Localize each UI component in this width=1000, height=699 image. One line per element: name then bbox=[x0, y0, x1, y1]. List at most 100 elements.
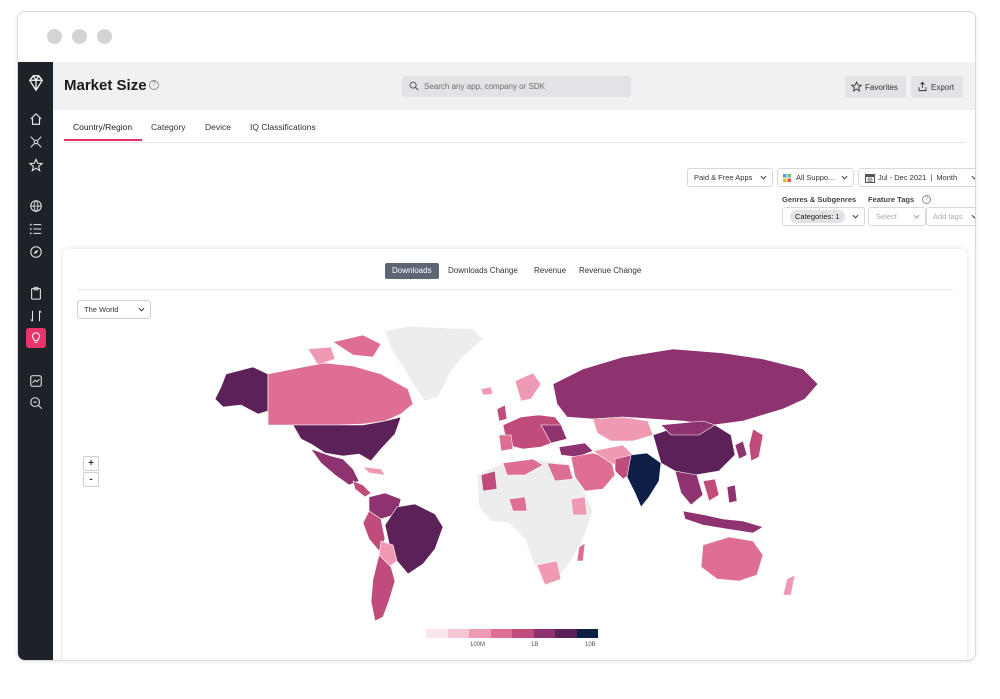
map-country[interactable] bbox=[307, 346, 336, 366]
map-country[interactable] bbox=[362, 510, 386, 552]
map-country[interactable] bbox=[480, 386, 494, 396]
map-country[interactable] bbox=[592, 416, 654, 442]
legend-swatch bbox=[576, 629, 598, 638]
window-dot[interactable] bbox=[72, 29, 87, 44]
map-country[interactable] bbox=[476, 458, 594, 584]
compare-icon[interactable] bbox=[27, 307, 44, 324]
date-range-value: Jul - Dec 2021 bbox=[878, 173, 927, 182]
calendar-icon bbox=[865, 174, 875, 183]
map-country[interactable] bbox=[782, 574, 796, 596]
map-country[interactable] bbox=[660, 420, 716, 436]
chevron-down-icon bbox=[852, 214, 859, 219]
compass-icon[interactable] bbox=[27, 243, 44, 260]
map-country[interactable] bbox=[362, 466, 386, 476]
map-country[interactable] bbox=[682, 510, 764, 534]
map-country[interactable] bbox=[292, 416, 402, 462]
map-country[interactable] bbox=[546, 462, 574, 482]
platform-icon bbox=[783, 174, 792, 183]
categories-chip: Categories: 1 bbox=[790, 210, 845, 223]
search-input[interactable]: Search any app, company or SDK bbox=[402, 76, 631, 97]
map-country[interactable] bbox=[310, 448, 360, 486]
legend-tick: 100M bbox=[470, 642, 486, 648]
tab-category[interactable]: Category bbox=[151, 122, 186, 132]
map-country[interactable] bbox=[702, 478, 720, 502]
map-country[interactable] bbox=[514, 372, 542, 402]
map-country[interactable] bbox=[370, 554, 396, 622]
search-chart-icon[interactable] bbox=[27, 394, 44, 411]
legend-tick: 10B bbox=[585, 642, 596, 648]
genres-label: Genres & Subgenres bbox=[782, 195, 857, 204]
lightbulb-icon[interactable] bbox=[26, 328, 46, 348]
tab-iq-classifications[interactable]: IQ Classifications bbox=[250, 122, 316, 132]
zoom-out-button[interactable]: - bbox=[83, 472, 99, 487]
platform-select[interactable]: All Suppo... bbox=[777, 168, 854, 187]
star-icon[interactable] bbox=[27, 156, 44, 173]
map-country[interactable] bbox=[508, 496, 528, 512]
chart-box-icon[interactable] bbox=[27, 372, 44, 389]
help-icon[interactable]: ? bbox=[922, 195, 931, 204]
region-select[interactable]: The World bbox=[77, 300, 151, 319]
select-placeholder: Select bbox=[876, 212, 897, 221]
zoom-in-button[interactable]: + bbox=[83, 456, 99, 471]
map-country[interactable] bbox=[748, 428, 764, 462]
globe-icon[interactable] bbox=[27, 197, 44, 214]
categories-select[interactable]: Categories: 1 bbox=[782, 207, 865, 226]
browser-window: Market Size ? Search any app, company or… bbox=[17, 11, 976, 661]
granularity-value: Month bbox=[936, 173, 958, 182]
help-icon[interactable]: ? bbox=[149, 80, 159, 90]
platform-value: All Suppo... bbox=[796, 173, 835, 182]
metric-tab-downloads[interactable]: Downloads bbox=[385, 263, 439, 279]
map-country[interactable] bbox=[626, 452, 662, 508]
chevron-down-icon bbox=[760, 175, 767, 180]
map-country[interactable] bbox=[552, 348, 819, 426]
network-icon[interactable] bbox=[27, 133, 44, 150]
map-country[interactable] bbox=[332, 334, 382, 358]
map-country[interactable] bbox=[700, 536, 764, 582]
page-title: Market Size bbox=[64, 77, 147, 94]
legend-swatch bbox=[447, 629, 469, 638]
clipboard-icon[interactable] bbox=[27, 284, 44, 301]
chevron-down-icon bbox=[138, 307, 145, 312]
title-bar bbox=[18, 12, 975, 62]
search-icon bbox=[409, 81, 419, 91]
map-country[interactable] bbox=[558, 442, 594, 458]
window-dot[interactable] bbox=[97, 29, 112, 44]
map-country[interactable] bbox=[267, 362, 414, 426]
map-country[interactable] bbox=[540, 424, 568, 444]
metric-tab-revenue[interactable]: Revenue bbox=[534, 266, 567, 275]
map-country[interactable] bbox=[536, 560, 562, 586]
map-country[interactable] bbox=[384, 325, 484, 402]
list-icon[interactable] bbox=[27, 220, 44, 237]
map-country[interactable] bbox=[502, 458, 544, 476]
world-map bbox=[214, 325, 819, 622]
app-type-select[interactable]: Paid & Free Apps bbox=[687, 168, 773, 187]
feature-tags-select[interactable]: Select bbox=[868, 207, 926, 226]
map-country[interactable] bbox=[498, 434, 514, 452]
export-label: Export bbox=[931, 82, 955, 92]
tab-country-region[interactable]: Country/Region bbox=[73, 122, 133, 132]
map-country[interactable] bbox=[576, 542, 586, 562]
map-country[interactable] bbox=[570, 496, 588, 516]
date-range-select[interactable]: Jul - Dec 2021 | Month bbox=[858, 168, 975, 187]
map-country[interactable] bbox=[480, 470, 498, 492]
map-country[interactable] bbox=[734, 440, 748, 460]
metric-tab-downloads-change[interactable]: Downloads Change bbox=[448, 266, 518, 275]
favorites-button[interactable]: Favorites bbox=[845, 76, 906, 98]
add-tags-input[interactable]: Add tags bbox=[926, 207, 975, 226]
map-country[interactable] bbox=[674, 470, 704, 506]
map-country[interactable] bbox=[352, 480, 372, 498]
map-country[interactable] bbox=[496, 404, 508, 422]
tab-device[interactable]: Device bbox=[205, 122, 231, 132]
map-country[interactable] bbox=[378, 540, 398, 568]
separator: | bbox=[930, 173, 933, 182]
home-icon[interactable] bbox=[27, 110, 44, 127]
legend-swatch bbox=[555, 629, 577, 638]
map-country[interactable] bbox=[384, 503, 444, 575]
metric-tab-revenue-change[interactable]: Revenue Change bbox=[579, 266, 642, 275]
logo-gem-icon[interactable] bbox=[26, 73, 45, 92]
legend-swatch bbox=[533, 629, 555, 638]
map-country[interactable] bbox=[726, 484, 738, 504]
export-button[interactable]: Export bbox=[911, 76, 963, 98]
map-country[interactable] bbox=[214, 366, 269, 415]
window-dot[interactable] bbox=[47, 29, 62, 44]
